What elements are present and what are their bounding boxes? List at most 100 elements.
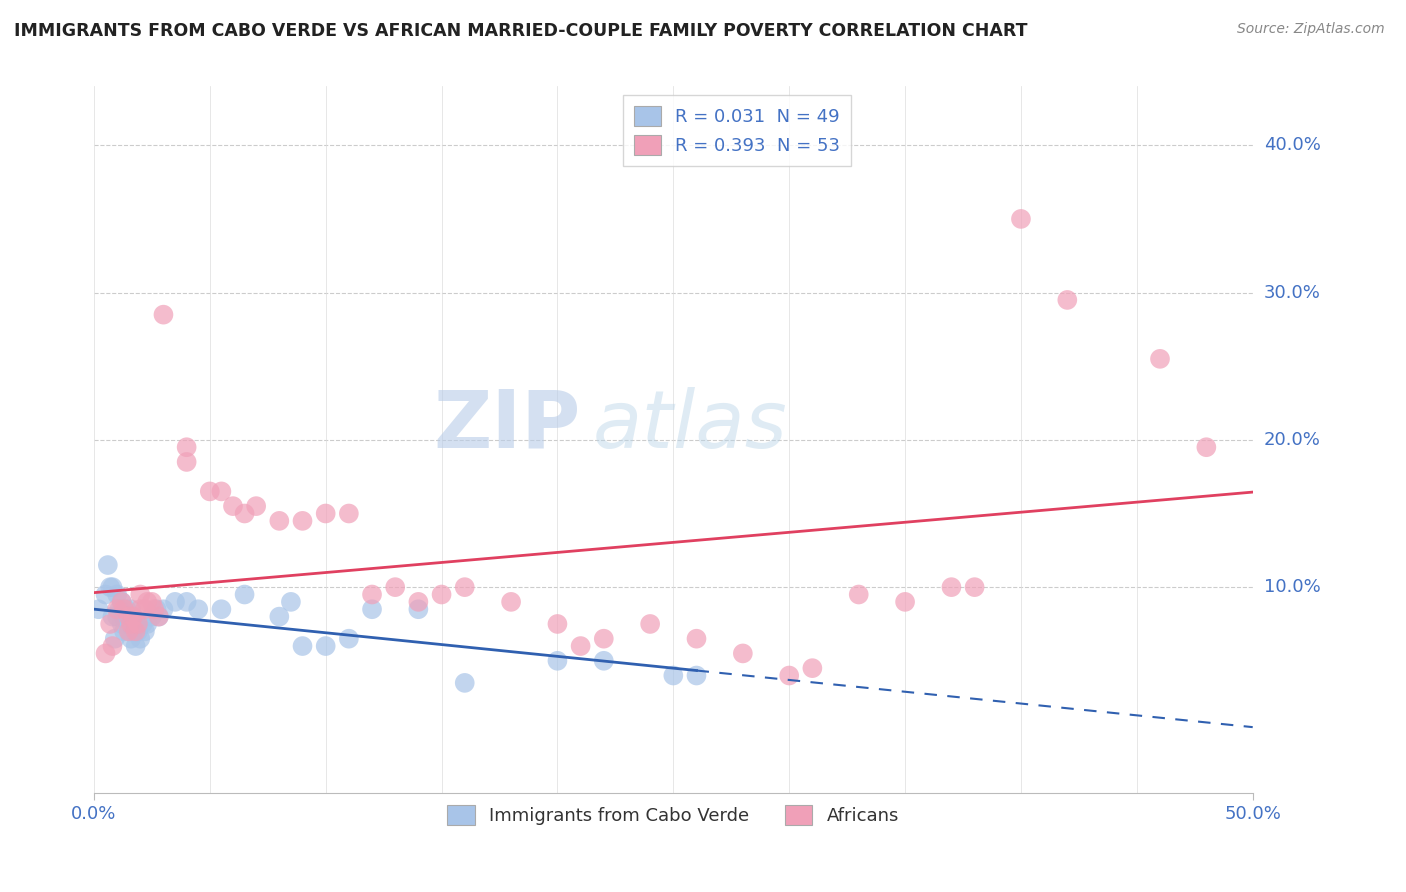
Point bbox=[120, 617, 142, 632]
Point bbox=[963, 580, 986, 594]
Point bbox=[94, 587, 117, 601]
Point bbox=[101, 609, 124, 624]
Point bbox=[112, 624, 135, 639]
Point bbox=[501, 595, 523, 609]
Point bbox=[176, 595, 198, 609]
Point bbox=[152, 308, 174, 322]
Point bbox=[361, 602, 384, 616]
Point bbox=[176, 455, 198, 469]
Point bbox=[105, 587, 128, 601]
Point bbox=[245, 499, 267, 513]
Point bbox=[145, 602, 167, 616]
Text: 40.0%: 40.0% bbox=[1264, 136, 1320, 154]
Text: atlas: atlas bbox=[592, 387, 787, 465]
Point bbox=[176, 440, 198, 454]
Point bbox=[98, 580, 121, 594]
Point bbox=[454, 676, 477, 690]
Point bbox=[141, 609, 163, 624]
Point bbox=[94, 647, 117, 661]
Point bbox=[233, 587, 256, 601]
Point bbox=[122, 609, 145, 624]
Point bbox=[408, 595, 430, 609]
Point bbox=[1149, 351, 1171, 366]
Point bbox=[315, 639, 337, 653]
Point bbox=[662, 668, 685, 682]
Point bbox=[638, 617, 661, 632]
Point bbox=[209, 602, 232, 616]
Point bbox=[163, 595, 186, 609]
Point bbox=[222, 499, 245, 513]
Point bbox=[408, 602, 430, 616]
Point bbox=[1056, 293, 1078, 307]
Point bbox=[291, 639, 314, 653]
Point bbox=[122, 624, 145, 639]
Point bbox=[778, 668, 800, 682]
Point bbox=[136, 595, 159, 609]
Text: 10.0%: 10.0% bbox=[1264, 578, 1320, 596]
Point bbox=[87, 602, 110, 616]
Point bbox=[141, 595, 163, 609]
Point bbox=[592, 632, 614, 646]
Legend: Immigrants from Cabo Verde, Africans: Immigrants from Cabo Verde, Africans bbox=[439, 796, 908, 834]
Point bbox=[269, 609, 291, 624]
Point bbox=[941, 580, 963, 594]
Point bbox=[134, 602, 156, 616]
Point bbox=[592, 654, 614, 668]
Point bbox=[134, 624, 156, 639]
Point bbox=[685, 632, 707, 646]
Point bbox=[269, 514, 291, 528]
Point bbox=[894, 595, 917, 609]
Point bbox=[108, 602, 131, 616]
Point bbox=[1010, 211, 1032, 226]
Text: 30.0%: 30.0% bbox=[1264, 284, 1320, 301]
Point bbox=[101, 639, 124, 653]
Point bbox=[152, 602, 174, 616]
Point bbox=[111, 595, 134, 609]
Point bbox=[315, 507, 337, 521]
Point bbox=[291, 514, 314, 528]
Point bbox=[143, 602, 166, 616]
Point bbox=[105, 609, 128, 624]
Point bbox=[187, 602, 209, 616]
Point bbox=[98, 617, 121, 632]
Point bbox=[569, 639, 592, 653]
Point bbox=[124, 624, 146, 639]
Point bbox=[104, 632, 127, 646]
Point bbox=[118, 624, 141, 639]
Point bbox=[454, 580, 477, 594]
Text: Source: ZipAtlas.com: Source: ZipAtlas.com bbox=[1237, 22, 1385, 37]
Point bbox=[124, 617, 146, 632]
Point bbox=[118, 609, 141, 624]
Point bbox=[127, 617, 149, 632]
Point bbox=[280, 595, 302, 609]
Point bbox=[115, 602, 138, 616]
Point bbox=[430, 587, 453, 601]
Point bbox=[129, 602, 152, 616]
Point bbox=[127, 624, 149, 639]
Point bbox=[148, 609, 170, 624]
Point bbox=[118, 609, 141, 624]
Point bbox=[105, 602, 128, 616]
Point bbox=[731, 647, 754, 661]
Point bbox=[131, 617, 153, 632]
Point bbox=[120, 602, 142, 616]
Point bbox=[120, 632, 142, 646]
Point bbox=[801, 661, 824, 675]
Point bbox=[685, 668, 707, 682]
Point bbox=[198, 484, 221, 499]
Text: 20.0%: 20.0% bbox=[1264, 431, 1320, 449]
Point bbox=[546, 654, 568, 668]
Point bbox=[118, 617, 141, 632]
Point bbox=[129, 587, 152, 601]
Point bbox=[129, 632, 152, 646]
Point bbox=[136, 617, 159, 632]
Point bbox=[209, 484, 232, 499]
Point bbox=[111, 617, 134, 632]
Point bbox=[101, 580, 124, 594]
Point bbox=[1195, 440, 1218, 454]
Point bbox=[848, 587, 870, 601]
Point bbox=[337, 632, 360, 646]
Point bbox=[112, 609, 135, 624]
Point bbox=[97, 558, 120, 572]
Text: IMMIGRANTS FROM CABO VERDE VS AFRICAN MARRIED-COUPLE FAMILY POVERTY CORRELATION : IMMIGRANTS FROM CABO VERDE VS AFRICAN MA… bbox=[14, 22, 1028, 40]
